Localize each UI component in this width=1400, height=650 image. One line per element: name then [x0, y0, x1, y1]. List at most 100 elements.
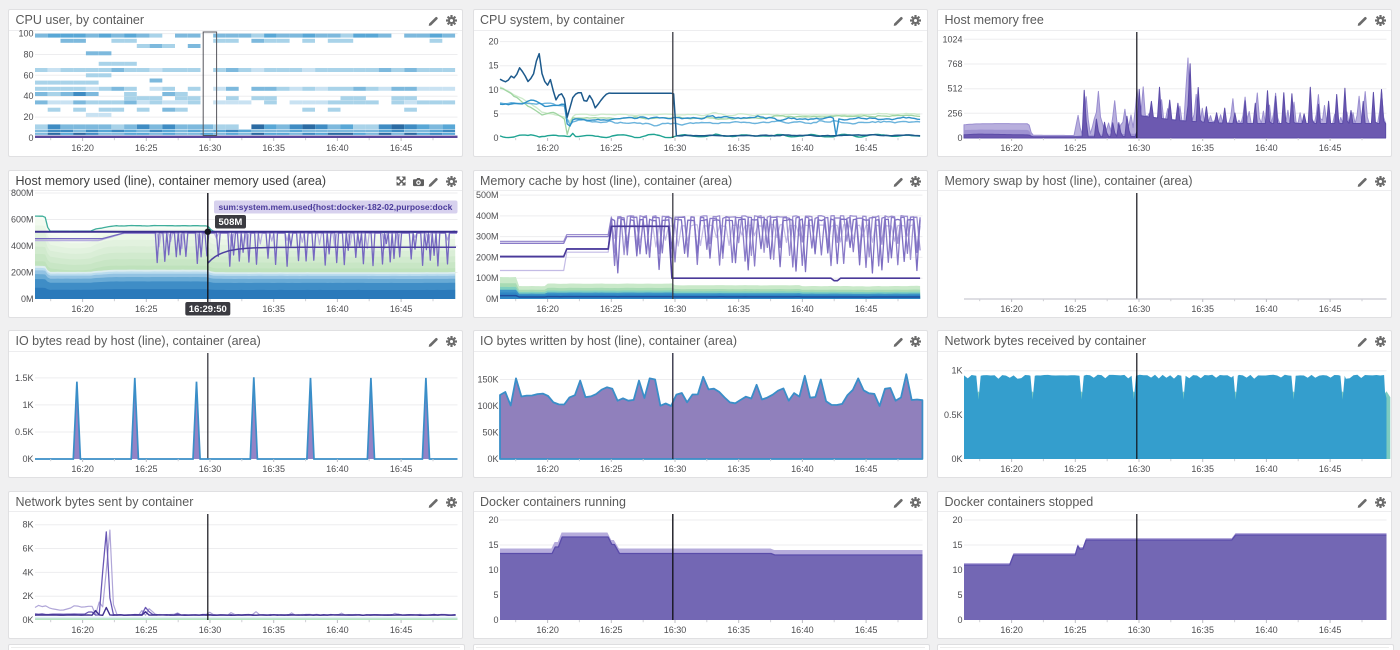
svg-text:0K: 0K	[951, 454, 962, 464]
svg-text:16:20: 16:20	[536, 625, 559, 635]
svg-text:16:35: 16:35	[1191, 464, 1214, 474]
svg-text:16:20: 16:20	[71, 304, 94, 314]
svg-text:16:45: 16:45	[854, 464, 877, 474]
svg-text:16:35: 16:35	[727, 464, 750, 474]
svg-text:200M: 200M	[11, 267, 34, 277]
svg-text:10: 10	[488, 565, 498, 575]
svg-text:400M: 400M	[11, 241, 34, 251]
svg-text:16:30: 16:30	[663, 143, 686, 153]
svg-text:16:35: 16:35	[727, 625, 750, 635]
svg-text:16:25: 16:25	[600, 143, 623, 153]
svg-text:16:35: 16:35	[262, 464, 285, 474]
svg-text:256: 256	[947, 108, 962, 118]
svg-text:100M: 100M	[475, 273, 498, 283]
svg-text:16:25: 16:25	[1064, 143, 1087, 153]
svg-text:0: 0	[957, 133, 962, 143]
svg-text:6K: 6K	[22, 543, 33, 553]
svg-text:16:40: 16:40	[791, 464, 814, 474]
svg-text:16:20: 16:20	[1000, 625, 1023, 635]
svg-text:40: 40	[23, 91, 33, 101]
svg-text:800M: 800M	[11, 188, 34, 198]
svg-text:5: 5	[493, 109, 498, 119]
svg-text:16:45: 16:45	[390, 143, 413, 153]
svg-text:16:40: 16:40	[1255, 625, 1278, 635]
svg-text:16:40: 16:40	[1255, 304, 1278, 314]
svg-text:16:30: 16:30	[1128, 304, 1151, 314]
svg-text:16:35: 16:35	[727, 143, 750, 153]
svg-text:16:25: 16:25	[135, 143, 158, 153]
svg-text:16:20: 16:20	[71, 464, 94, 474]
svg-text:16:25: 16:25	[1064, 625, 1087, 635]
svg-text:16:40: 16:40	[791, 625, 814, 635]
svg-text:500M: 500M	[475, 190, 498, 200]
svg-text:16:35: 16:35	[262, 304, 285, 314]
svg-text:16:30: 16:30	[1128, 625, 1151, 635]
svg-text:16:45: 16:45	[390, 304, 413, 314]
svg-text:0M: 0M	[485, 294, 498, 304]
svg-text:16:45: 16:45	[390, 464, 413, 474]
svg-text:16:45: 16:45	[1319, 464, 1342, 474]
svg-text:16:25: 16:25	[135, 304, 158, 314]
svg-text:0.5K: 0.5K	[15, 427, 34, 437]
svg-text:16:20: 16:20	[1000, 304, 1023, 314]
svg-text:100K: 100K	[477, 401, 498, 411]
svg-text:16:25: 16:25	[1064, 464, 1087, 474]
svg-text:15: 15	[952, 540, 962, 550]
svg-text:16:25: 16:25	[600, 625, 623, 635]
svg-text:0M: 0M	[21, 294, 34, 304]
svg-text:16:25: 16:25	[1064, 304, 1087, 314]
svg-text:16:45: 16:45	[1319, 143, 1342, 153]
svg-text:16:40: 16:40	[326, 304, 349, 314]
svg-text:1024: 1024	[942, 34, 962, 44]
svg-text:50K: 50K	[482, 428, 498, 438]
svg-text:0: 0	[493, 133, 498, 143]
svg-text:20: 20	[952, 515, 962, 525]
svg-text:80: 80	[23, 50, 33, 60]
svg-text:5: 5	[957, 590, 962, 600]
svg-text:16:20: 16:20	[536, 304, 559, 314]
svg-text:16:29:50: 16:29:50	[189, 304, 227, 315]
svg-text:16:25: 16:25	[600, 464, 623, 474]
svg-text:sum:system.mem.used{host:docke: sum:system.mem.used{host:docker-182-02,p…	[219, 202, 453, 212]
svg-text:100: 100	[18, 29, 33, 39]
svg-text:16:45: 16:45	[1319, 625, 1342, 635]
svg-text:0K: 0K	[22, 454, 33, 464]
svg-text:16:30: 16:30	[199, 625, 222, 635]
svg-text:16:45: 16:45	[854, 143, 877, 153]
svg-text:1K: 1K	[22, 400, 33, 410]
svg-text:1K: 1K	[951, 366, 962, 376]
svg-text:600M: 600M	[11, 214, 34, 224]
svg-text:16:40: 16:40	[791, 304, 814, 314]
svg-text:20: 20	[23, 112, 33, 122]
svg-text:15: 15	[488, 61, 498, 71]
svg-text:16:30: 16:30	[663, 304, 686, 314]
svg-text:0K: 0K	[487, 454, 498, 464]
svg-text:16:35: 16:35	[262, 143, 285, 153]
svg-text:8K: 8K	[22, 519, 33, 529]
svg-text:4K: 4K	[22, 567, 33, 577]
svg-text:16:30: 16:30	[663, 625, 686, 635]
svg-text:16:40: 16:40	[326, 464, 349, 474]
svg-text:16:40: 16:40	[1255, 464, 1278, 474]
svg-text:5: 5	[493, 590, 498, 600]
svg-text:20: 20	[488, 515, 498, 525]
svg-text:768: 768	[947, 59, 962, 69]
svg-text:16:40: 16:40	[326, 625, 349, 635]
svg-text:16:20: 16:20	[71, 143, 94, 153]
svg-text:16:20: 16:20	[536, 464, 559, 474]
svg-text:16:45: 16:45	[390, 625, 413, 635]
svg-text:16:20: 16:20	[1000, 143, 1023, 153]
svg-text:0: 0	[957, 615, 962, 625]
svg-text:10: 10	[952, 565, 962, 575]
svg-text:16:30: 16:30	[199, 464, 222, 474]
svg-text:16:35: 16:35	[262, 625, 285, 635]
svg-text:16:30: 16:30	[199, 143, 222, 153]
svg-text:300M: 300M	[475, 231, 498, 241]
svg-text:60: 60	[23, 70, 33, 80]
svg-text:15: 15	[488, 540, 498, 550]
svg-text:16:35: 16:35	[1191, 304, 1214, 314]
svg-text:512: 512	[947, 84, 962, 94]
svg-text:16:45: 16:45	[1319, 304, 1342, 314]
svg-text:16:35: 16:35	[1191, 625, 1214, 635]
svg-text:0: 0	[28, 133, 33, 143]
